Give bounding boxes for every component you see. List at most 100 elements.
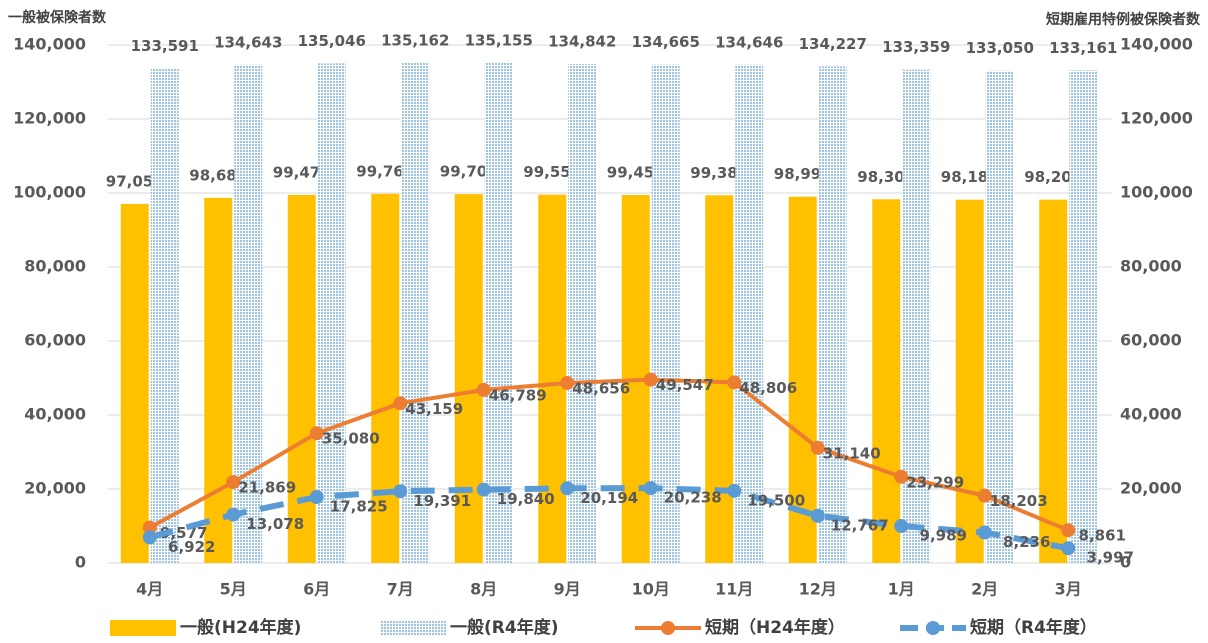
- line-marker: [643, 481, 658, 496]
- y-tick-label: 140,000: [13, 35, 86, 54]
- y2-tick-label: 100,000: [1120, 183, 1193, 202]
- line-value-label: 3,997: [1087, 549, 1134, 567]
- line-value-label: 35,080: [322, 430, 380, 448]
- bar-value-label: 135,046: [298, 32, 366, 50]
- bar-value-label: 98,182: [941, 168, 999, 186]
- x-tick-label: 5月: [220, 580, 247, 599]
- x-tick-label: 9月: [554, 580, 581, 599]
- line-marker: [393, 396, 408, 411]
- y-tick-label: 40,000: [24, 405, 86, 424]
- legend-swatch: [110, 620, 176, 636]
- bar: [287, 194, 316, 563]
- bar-value-label: 98,301: [857, 168, 915, 186]
- legend-label: 一般(H24年度): [180, 617, 301, 638]
- y2-tick-label: 120,000: [1120, 109, 1193, 128]
- line-marker: [977, 488, 992, 503]
- line-value-label: 19,500: [747, 491, 805, 509]
- x-tick-label: 11月: [715, 580, 753, 599]
- y-tick-label: 120,000: [13, 109, 86, 128]
- bar: [317, 63, 346, 563]
- bar: [788, 196, 817, 563]
- line-marker: [1061, 541, 1076, 556]
- line-value-label: 31,140: [823, 444, 881, 462]
- line-value-label: 43,159: [405, 400, 463, 418]
- bar-value-label: 99,559: [523, 163, 581, 181]
- legend-marker: [661, 621, 675, 635]
- bar: [568, 64, 597, 564]
- line-marker: [727, 483, 742, 498]
- legend-marker: [926, 621, 940, 635]
- line-marker: [1061, 523, 1076, 538]
- x-tick-label: 8月: [470, 580, 497, 599]
- bar: [985, 70, 1014, 563]
- bar: [1039, 199, 1068, 563]
- line-value-label: 20,194: [580, 489, 638, 507]
- line-marker: [894, 519, 909, 534]
- y-tick-label: 0: [75, 553, 86, 572]
- x-tick-label: 3月: [1055, 580, 1082, 599]
- line-value-label: 48,806: [739, 379, 797, 397]
- bar-value-label: 98,208: [1024, 168, 1082, 186]
- line: [148, 485, 1069, 552]
- bar: [371, 193, 400, 563]
- line-marker: [977, 525, 992, 540]
- line-marker: [142, 520, 157, 535]
- bar-value-label: 99,456: [607, 164, 665, 182]
- bar: [955, 199, 984, 563]
- legend-swatch: [380, 620, 446, 636]
- y-axis-title: 一般被保険者数: [8, 9, 107, 26]
- x-tick-label: 4月: [136, 580, 163, 599]
- line-value-label: 48,656: [572, 379, 630, 397]
- line-value-label: 8,861: [1079, 527, 1126, 545]
- line-value-label: 46,789: [489, 386, 547, 404]
- y-tick-label: 80,000: [24, 257, 86, 276]
- bar-value-label: 134,842: [548, 33, 616, 51]
- line-value-label: 17,825: [330, 498, 388, 516]
- line-value-label: 49,547: [656, 376, 714, 394]
- bar-value-label: 98,994: [774, 165, 832, 183]
- line-value-label: 8,236: [1003, 533, 1050, 551]
- bar-value-label: 97,052: [106, 172, 164, 190]
- line-value-label: 13,078: [246, 515, 304, 533]
- line-marker: [476, 482, 491, 497]
- line-marker: [309, 490, 324, 505]
- line-marker: [142, 530, 157, 545]
- line-marker: [560, 481, 575, 496]
- bar-value-label: 134,643: [214, 33, 282, 51]
- bar: [204, 197, 233, 563]
- y2-axis-title: 短期雇用特例被保険者数: [1046, 11, 1201, 28]
- bar-value-label: 133,359: [882, 38, 950, 56]
- line-value-label: 19,391: [413, 492, 471, 510]
- bar-value-label: 99,474: [273, 163, 331, 181]
- legend-label: 一般(R4年度): [450, 617, 558, 638]
- line-value-label: 19,840: [497, 490, 555, 508]
- line-marker: [727, 375, 742, 390]
- line-value-label: 21,869: [238, 479, 296, 497]
- legend-label: 短期（H24年度）: [705, 617, 845, 638]
- bar-value-label: 135,162: [381, 31, 449, 49]
- bar-value-label: 134,665: [632, 33, 700, 51]
- bar-value-label: 133,050: [966, 39, 1034, 57]
- y2-tick-label: 60,000: [1120, 331, 1182, 350]
- x-tick-label: 2月: [971, 580, 998, 599]
- bar: [1069, 70, 1098, 564]
- line-marker: [226, 507, 241, 522]
- line-marker: [226, 475, 241, 490]
- y-tick-label: 20,000: [24, 479, 86, 498]
- line-value-label: 6,922: [168, 538, 215, 556]
- bar-value-label: 133,161: [1049, 39, 1117, 57]
- bar: [484, 62, 513, 563]
- bar: [735, 64, 764, 563]
- bar: [150, 68, 179, 563]
- bar-value-label: 135,155: [465, 31, 533, 49]
- line-value-label: 20,238: [664, 489, 722, 507]
- x-tick-label: 12月: [799, 580, 837, 599]
- x-tick-label: 6月: [303, 580, 330, 599]
- line-marker: [560, 375, 575, 390]
- bar: [538, 194, 567, 563]
- y2-tick-label: 20,000: [1120, 479, 1182, 498]
- bar-value-label: 134,227: [799, 35, 867, 53]
- y2-tick-label: 140,000: [1120, 35, 1193, 54]
- line: [148, 377, 1070, 533]
